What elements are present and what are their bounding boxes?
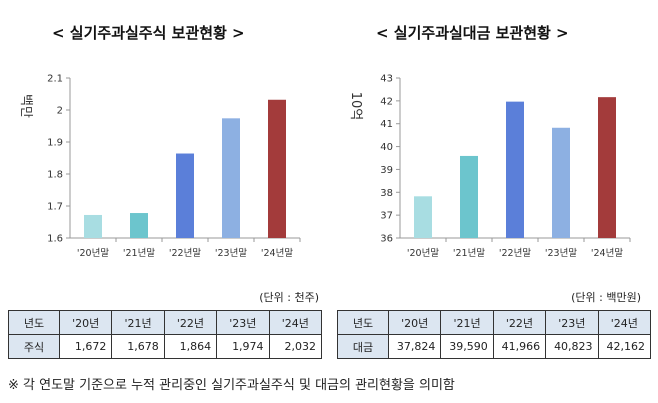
left-chart-title: < 실기주과실주식 보관현황 > xyxy=(52,24,245,42)
right-chart-title: < 실기주과실대금 보관현황 > xyxy=(376,24,569,42)
y-tick-label: 2.1 xyxy=(47,74,63,85)
x-tick-label: '20년말 xyxy=(77,247,109,259)
bar xyxy=(414,196,432,238)
y-tick-label: 43 xyxy=(380,74,393,85)
y-tick-label: 38 xyxy=(380,188,393,199)
year-cell: '21년 xyxy=(111,310,165,335)
left-table-unit: (단위 : 천주) xyxy=(259,291,319,304)
y-tick-label: 36 xyxy=(380,234,393,245)
bar xyxy=(222,118,240,238)
y-tick-label: 41 xyxy=(380,119,393,130)
value-cell: 40,823 xyxy=(545,334,599,359)
value-cell: 42,162 xyxy=(597,334,652,359)
value-cell: 39,590 xyxy=(440,334,494,359)
year-cell: '23년 xyxy=(216,310,270,335)
value-cell: 37,824 xyxy=(387,334,442,359)
x-tick-label: '24년말 xyxy=(591,247,623,259)
value-cell: 1,678 xyxy=(111,334,165,359)
year-cell: '20년 xyxy=(387,310,442,335)
y-axis-label: 10억 xyxy=(348,92,363,121)
y-tick-label: 1.8 xyxy=(47,170,63,181)
y-axis-label: 백만 xyxy=(18,94,33,118)
bar xyxy=(84,214,102,238)
bar xyxy=(552,127,570,238)
table-row: 주식 1,672 1,678 1,864 1,974 2,032 xyxy=(8,334,323,359)
x-tick-label: '21년말 xyxy=(123,247,155,259)
y-tick-label: 1.7 xyxy=(47,202,63,213)
bar xyxy=(460,155,478,238)
right-bar-chart: 36 37 38 39 40 41 42 43 10억 '20년말 '21년말 '22년말 '23년말 '… xyxy=(348,74,631,259)
y-tick-label: 39 xyxy=(380,165,393,176)
year-cell: '22년 xyxy=(492,310,547,335)
table-header-row: 년도 '20년 '21년 '22년 '23년 '24년 xyxy=(8,310,323,335)
x-tick-label: '23년말 xyxy=(215,247,247,259)
x-tick-label: '21년말 xyxy=(453,247,485,259)
year-cell: '23년 xyxy=(545,310,599,335)
value-cell: 1,974 xyxy=(216,334,270,359)
bar xyxy=(598,97,616,238)
footnote: ※ 각 연도말 기준으로 누적 관리중인 실기주과실주식 및 대금의 관리현황을… xyxy=(8,378,455,393)
y-tick-label: 37 xyxy=(380,211,393,222)
right-data-table: 년도 '20년 '21년 '22년 '23년 '24년 대금 37,824 39… xyxy=(337,310,652,359)
year-cell: '21년 xyxy=(440,310,494,335)
left-data-table: 년도 '20년 '21년 '22년 '23년 '24년 주식 1,672 1,6… xyxy=(8,310,323,359)
table-row: 대금 37,824 39,590 41,966 40,823 42,162 xyxy=(337,334,652,359)
bar xyxy=(506,101,524,239)
x-tick-label: '23년말 xyxy=(545,247,577,259)
value-cell: 1,672 xyxy=(58,334,113,359)
bar xyxy=(130,213,148,238)
year-cell: '22년 xyxy=(163,310,218,335)
year-cell: '24년 xyxy=(268,310,323,335)
y-tick-label: 2 xyxy=(57,106,63,117)
value-cell: 2,032 xyxy=(268,334,323,359)
right-table-unit: (단위 : 백만원) xyxy=(571,291,641,304)
table-header-row: 년도 '20년 '21년 '22년 '23년 '24년 xyxy=(337,310,652,335)
x-tick-label: '22년말 xyxy=(499,247,531,259)
year-header-cell: 년도 xyxy=(337,310,389,335)
x-tick-label: '22년말 xyxy=(169,247,201,259)
year-cell: '24년 xyxy=(597,310,652,335)
year-header-cell: 년도 xyxy=(8,310,60,335)
y-tick-label: 40 xyxy=(380,142,393,153)
bar xyxy=(176,153,194,238)
row-label-cell: 주식 xyxy=(8,334,60,359)
value-cell: 41,966 xyxy=(492,334,547,359)
bar xyxy=(268,99,286,238)
y-tick-label: 1.9 xyxy=(47,138,63,149)
x-tick-label: '20년말 xyxy=(407,247,439,259)
row-label-cell: 대금 xyxy=(337,334,389,359)
left-bar-chart: 1.6 1.7 1.8 1.9 2 2.1 백만 '20년말 '21년말 '22년말 '23년말 '2… xyxy=(18,74,301,259)
x-tick-label: '24년말 xyxy=(261,247,293,259)
year-cell: '20년 xyxy=(58,310,113,335)
value-cell: 1,864 xyxy=(163,334,218,359)
y-tick-label: 42 xyxy=(380,96,393,107)
y-tick-label: 1.6 xyxy=(47,234,63,245)
